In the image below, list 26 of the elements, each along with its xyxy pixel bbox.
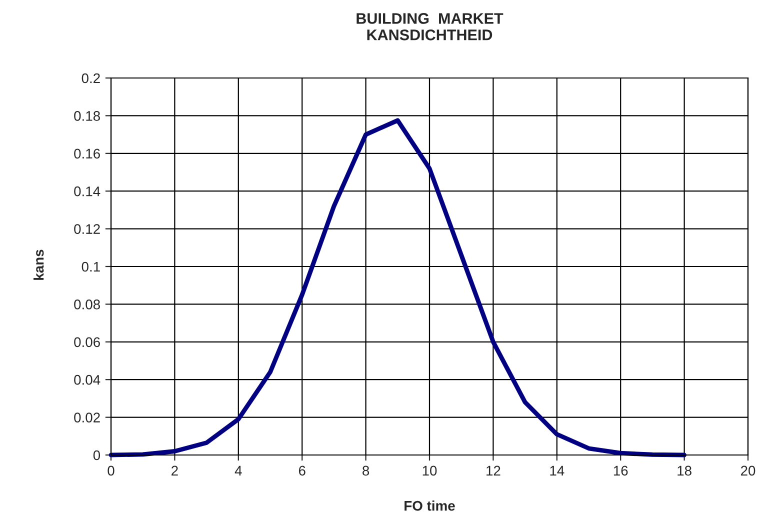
y-tick-label: 0.1 <box>82 262 100 272</box>
x-tick-label: 20 <box>740 466 756 476</box>
y-tick-label: 0.2 <box>82 73 100 84</box>
x-tick-label: 6 <box>298 466 306 476</box>
x-tick-label: 8 <box>362 466 370 476</box>
y-tick-label: 0.12 <box>74 224 100 234</box>
x-tick-label: 12 <box>486 466 500 476</box>
x-axis-title: FO time <box>404 500 455 511</box>
y-tick-label: 0.04 <box>74 374 100 385</box>
x-tick-label: 0 <box>108 466 114 476</box>
y-tick-label: 0.08 <box>74 300 100 310</box>
y-axis-title: kans <box>34 250 44 280</box>
line-series <box>108 118 687 458</box>
x-tick-label: 2 <box>172 466 178 476</box>
y-tick-label: 0.06 <box>74 337 100 348</box>
x-tick-label: 14 <box>550 466 564 476</box>
chart-title: BUILDING MARKET KANSDICHTHEID <box>356 13 504 40</box>
y-tick-label: 0.16 <box>74 148 100 159</box>
y-tick-label: 0.18 <box>74 111 100 121</box>
y-tick-label: 0.14 <box>74 186 100 196</box>
x-tick-label: 16 <box>614 466 628 476</box>
y-tick-label: 0.02 <box>74 412 100 422</box>
x-tick-label: 18 <box>678 466 692 476</box>
y-tick-label: 0 <box>93 450 100 460</box>
x-tick-label: 10 <box>422 466 437 476</box>
x-tick-label: 4 <box>234 466 242 476</box>
